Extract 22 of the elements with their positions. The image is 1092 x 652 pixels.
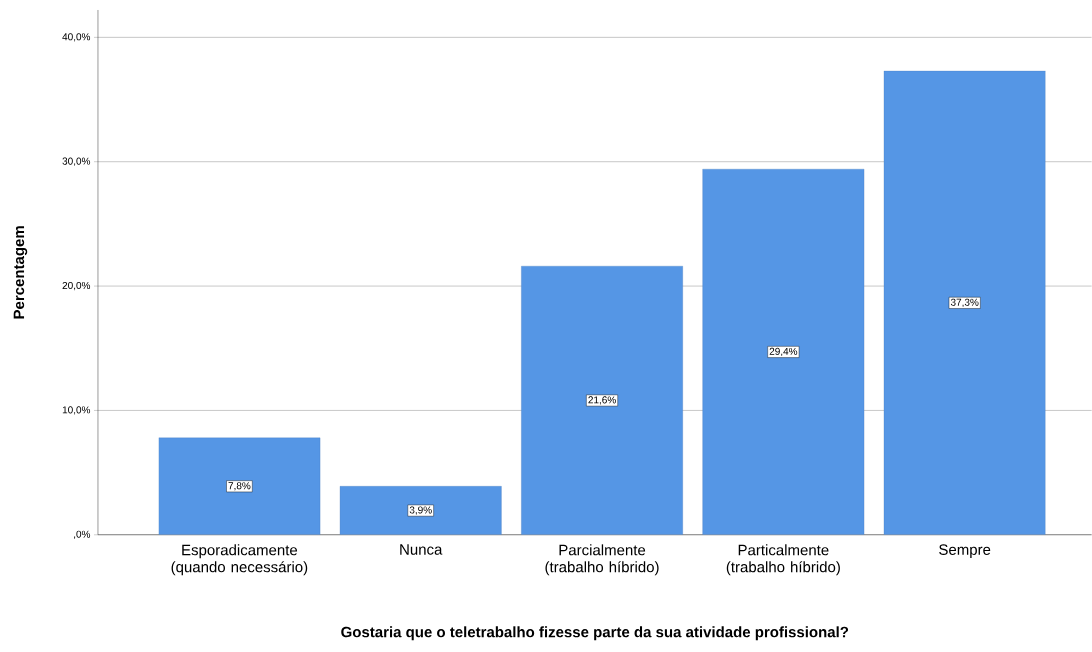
data-label: 3,9%	[409, 506, 432, 515]
y-tick-label: 30,0%	[62, 157, 91, 166]
bar	[339, 486, 502, 535]
x-tick-label: Esporadicamente (quando necessário)	[171, 544, 308, 576]
y-tick-label: ,0%	[74, 530, 91, 540]
bar	[521, 266, 683, 535]
x-tick-label: Nunca	[400, 544, 443, 555]
x-tick-label: Parcialmente (trabalho híbrido)	[545, 544, 659, 576]
y-axis-title: Percentagem	[13, 226, 28, 319]
x-axis-title: Gostaria que o teletrabalho fizesse parte da sua atividade profissional?	[341, 626, 849, 641]
y-tick-label: 40,0%	[62, 33, 91, 42]
data-label: 29,4%	[769, 347, 798, 357]
x-tick-label: Particalmente (trabalho híbrido)	[726, 544, 840, 576]
bar	[702, 169, 865, 535]
bar	[883, 70, 1046, 535]
x-tick-label: Sempre	[939, 544, 991, 559]
y-tick-label: 10,0%	[62, 406, 91, 415]
y-tick-label: 20,0%	[62, 282, 91, 291]
data-label: 7,8%	[228, 482, 251, 491]
data-label: 21,6%	[588, 396, 616, 405]
data-label: 37,3%	[950, 298, 979, 308]
bar	[158, 437, 321, 535]
